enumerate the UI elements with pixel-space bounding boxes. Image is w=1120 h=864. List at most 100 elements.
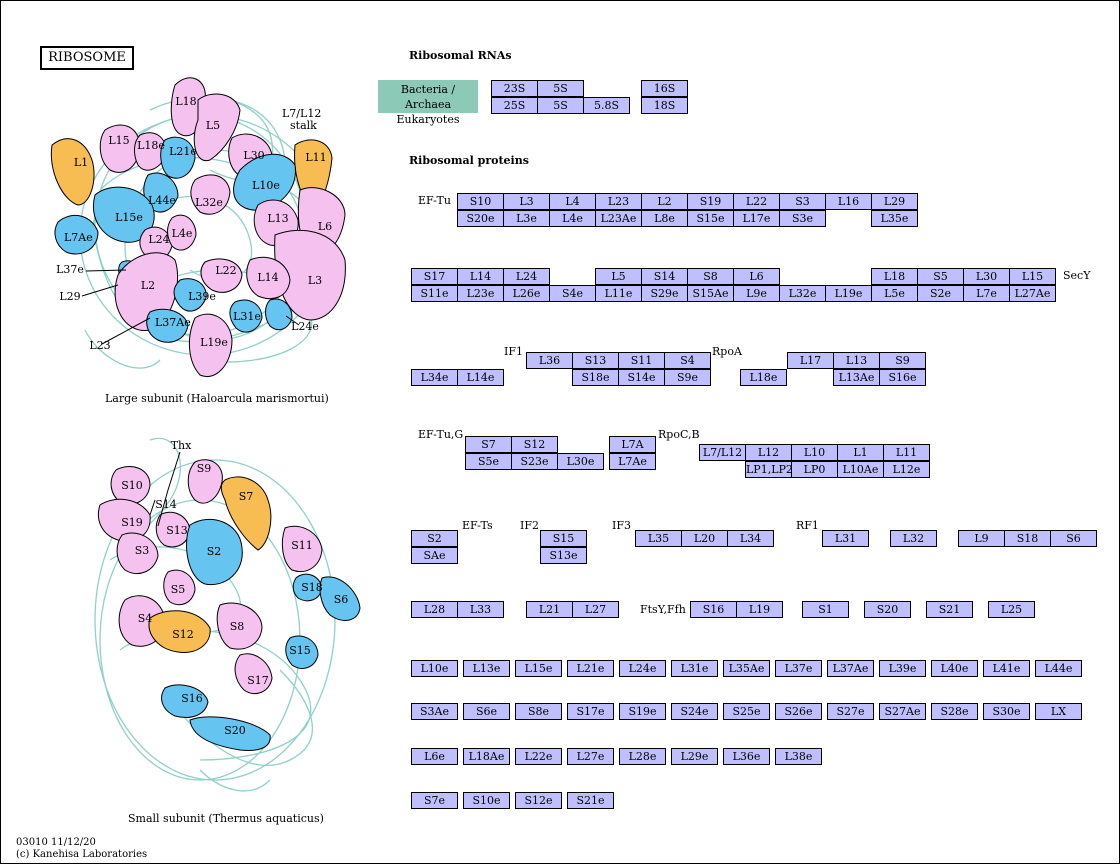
structure-label-l23[interactable]: L23 [89,339,111,352]
gene-box-l33[interactable]: L33 [457,601,504,618]
gene-box-lx[interactable]: LX [1035,703,1082,720]
gene-box-l25[interactable]: L25 [988,601,1035,618]
gene-box-l36e[interactable]: L36e [723,748,770,765]
gene-box-s18e[interactable]: S18e [572,369,619,386]
gene-box-l30e[interactable]: L30e [557,453,604,470]
gene-box-l6e[interactable]: L6e [411,748,458,765]
gene-box-s26e[interactable]: S26e [775,703,822,720]
gene-box-s8[interactable]: S8 [687,268,734,285]
structure-label-s3[interactable]: S3 [134,544,150,557]
structure-label-l22[interactable]: L22 [215,264,237,277]
gene-box-l13ae[interactable]: L13Ae [833,369,880,386]
gene-box-l36[interactable]: L36 [526,352,573,369]
gene-box-s13e[interactable]: S13e [540,547,587,564]
gene-box-l21e[interactable]: L21e [567,660,614,677]
gene-box-l40e[interactable]: L40e [931,660,978,677]
gene-box-l24[interactable]: L24 [503,268,550,285]
gene-box-5s[interactable]: 5S [537,80,584,97]
gene-box-s15ae[interactable]: S15Ae [687,285,734,302]
gene-box-s7e[interactable]: S7e [411,792,458,809]
gene-box-s13[interactable]: S13 [572,352,619,369]
gene-box-s10e[interactable]: S10e [463,792,510,809]
gene-box-l6[interactable]: L6 [733,268,780,285]
gene-box-l12e[interactable]: L12e [883,461,930,478]
structure-label-s16[interactable]: S16 [181,692,203,705]
structure-label-s13[interactable]: S13 [166,524,188,537]
gene-box-s11[interactable]: S11 [618,352,665,369]
gene-box-s8e[interactable]: S8e [515,703,562,720]
gene-box-s15[interactable]: S15 [540,530,587,547]
gene-box-l29e[interactable]: L29e [671,748,718,765]
gene-box-s29e[interactable]: S29e [641,285,688,302]
gene-box-s16e[interactable]: S16e [879,369,926,386]
gene-box-s16[interactable]: S16 [690,601,737,618]
gene-box-l17[interactable]: L17 [787,352,834,369]
structure-label-l6[interactable]: L6 [317,220,333,233]
gene-box-l7e[interactable]: L7e [963,285,1010,302]
gene-box-l3e[interactable]: L3e [503,210,550,227]
gene-box-l34[interactable]: L34 [727,530,774,547]
gene-box-l18[interactable]: L18 [871,268,918,285]
gene-box-s1[interactable]: S1 [802,601,849,618]
structure-label-l15[interactable]: L15 [108,134,130,147]
gene-box-l28e[interactable]: L28e [619,748,666,765]
structure-label-thx[interactable]: Thx [170,439,192,452]
gene-box-l11e[interactable]: L11e [595,285,642,302]
gene-box-l1[interactable]: L1 [837,444,884,461]
gene-box-s17[interactable]: S17 [411,268,458,285]
structure-label-s2[interactable]: S2 [206,545,222,558]
structure-label-l2[interactable]: L2 [140,279,156,292]
gene-box-l35ae[interactable]: L35Ae [723,660,770,677]
structure-label-l44e[interactable]: L44e [148,194,176,207]
structure-label-s10[interactable]: S10 [121,479,143,492]
structure-label-s17[interactable]: S17 [247,674,269,687]
gene-box-16s[interactable]: 16S [641,80,688,97]
gene-box-l19e[interactable]: L19e [825,285,872,302]
gene-box-s21[interactable]: S21 [926,601,973,618]
gene-box-l20[interactable]: L20 [681,530,728,547]
gene-box-l37ae[interactable]: L37Ae [827,660,874,677]
gene-box-s5e[interactable]: S5e [465,453,512,470]
gene-box-l31e[interactable]: L31e [671,660,718,677]
structure-label-l18e[interactable]: L18e [137,139,165,152]
gene-box-lp1-lp2[interactable]: LP1,LP2 [745,461,793,478]
gene-box-s17e[interactable]: S17e [567,703,614,720]
gene-box-sae[interactable]: SAe [411,547,458,564]
gene-box-s9[interactable]: S9 [879,352,926,369]
structure-label-s6[interactable]: S6 [333,593,349,606]
gene-box-s5[interactable]: S5 [917,268,964,285]
gene-box-l32e[interactable]: L32e [779,285,826,302]
gene-box-l14e[interactable]: L14e [457,369,504,386]
gene-box-s3ae[interactable]: S3Ae [411,703,458,720]
structure-label-s7[interactable]: S7 [238,490,254,503]
structure-label-l3[interactable]: L3 [307,274,323,287]
gene-box-s20[interactable]: S20 [864,601,911,618]
gene-box-l4[interactable]: L4 [549,193,596,210]
gene-box-l17e[interactable]: L17e [733,210,780,227]
gene-box-s2[interactable]: S2 [411,530,458,547]
gene-box-l8e[interactable]: L8e [641,210,688,227]
gene-box-s10[interactable]: S10 [457,193,504,210]
structure-label-s5[interactable]: S5 [170,583,186,596]
gene-box-l10[interactable]: L10 [791,444,838,461]
gene-box-l39e[interactable]: L39e [879,660,926,677]
structure-label-l7ae[interactable]: L7Ae [64,231,93,244]
gene-box-s9e[interactable]: S9e [664,369,711,386]
gene-box-l27ae[interactable]: L27Ae [1009,285,1056,302]
gene-box-s28e[interactable]: S28e [931,703,978,720]
gene-box-l35e[interactable]: L35e [871,210,918,227]
structure-label-l5[interactable]: L5 [205,119,221,132]
gene-box-l37e[interactable]: L37e [775,660,822,677]
gene-box-s14e[interactable]: S14e [618,369,665,386]
gene-box-s12e[interactable]: S12e [515,792,562,809]
gene-box-lp0[interactable]: LP0 [791,461,838,478]
gene-box-s25e[interactable]: S25e [723,703,770,720]
structure-label-l11[interactable]: L11 [305,151,327,164]
structure-label-l29[interactable]: L29 [59,290,81,303]
structure-label-l30[interactable]: L30 [243,149,265,162]
gene-box-l35[interactable]: L35 [635,530,682,547]
gene-box-l2[interactable]: L2 [641,193,688,210]
gene-box-l27e[interactable]: L27e [567,748,614,765]
gene-box-s3[interactable]: S3 [779,193,826,210]
gene-box-s11e[interactable]: S11e [411,285,458,302]
